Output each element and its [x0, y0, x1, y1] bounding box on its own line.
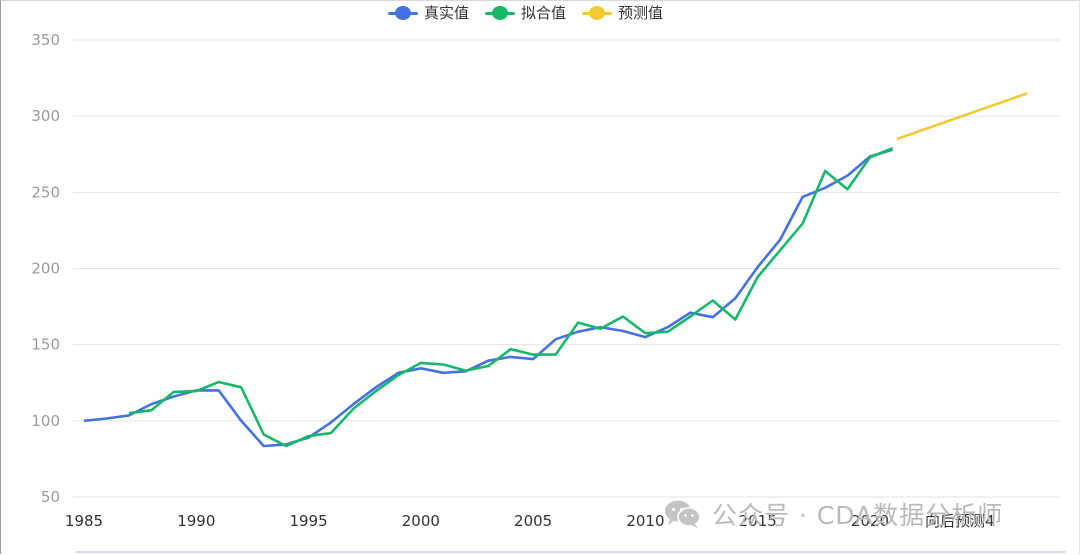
- legend-item-real[interactable]: 真实值: [388, 2, 469, 23]
- x-axis-ticks: 1985 1990 1995 2000 2005 2010 2015 2020 向后预测4: [65, 512, 995, 530]
- x-tick-label: 向后预测4: [925, 512, 995, 530]
- y-tick-label: 300: [31, 107, 60, 125]
- series-line-2: [896, 92, 1028, 141]
- y-tick-label: 150: [31, 336, 60, 354]
- legend-swatch-icon: [582, 5, 613, 20]
- gridlines: [73, 39, 1060, 498]
- series-lines: [83, 92, 1028, 448]
- wechat-icon: [665, 500, 701, 528]
- y-tick-label: 350: [31, 31, 60, 49]
- scrollbar-track: [76, 551, 1066, 553]
- x-tick-label: 2010: [626, 512, 664, 530]
- y-tick-label: 250: [31, 183, 60, 201]
- x-tick-label: 2005: [514, 512, 552, 530]
- legend-label: 真实值: [424, 4, 470, 22]
- legend-item-forecast[interactable]: 预测值: [582, 2, 663, 23]
- x-tick-label: 1990: [177, 512, 215, 530]
- y-axis-ticks: 50 100 150 200 250 300 350: [31, 31, 60, 506]
- series-line-0: [83, 148, 893, 448]
- legend-label: 预测值: [618, 4, 664, 22]
- y-tick-label: 200: [31, 260, 60, 278]
- y-tick-label: 50: [41, 488, 60, 506]
- x-tick-label: 2015: [739, 512, 777, 530]
- x-tick-label: 1995: [289, 512, 327, 530]
- legend-swatch-icon: [485, 5, 516, 20]
- watermark: 公众号 · CDA数据分析师: [664, 496, 1003, 532]
- legend-swatch-icon: [388, 5, 418, 20]
- series-line-1: [128, 146, 893, 448]
- x-tick-label: 2020: [851, 512, 889, 530]
- legend-item-fitted[interactable]: 拟合值: [485, 2, 566, 23]
- watermark-text: 公众号 · CDA数据分析师: [712, 501, 1004, 530]
- legend-label: 拟合值: [521, 4, 567, 22]
- x-tick-label: 1985: [65, 512, 103, 530]
- y-tick-label: 100: [31, 412, 60, 430]
- legend: 真实值 拟合值 预测值: [388, 2, 679, 23]
- x-tick-label: 2000: [402, 512, 440, 530]
